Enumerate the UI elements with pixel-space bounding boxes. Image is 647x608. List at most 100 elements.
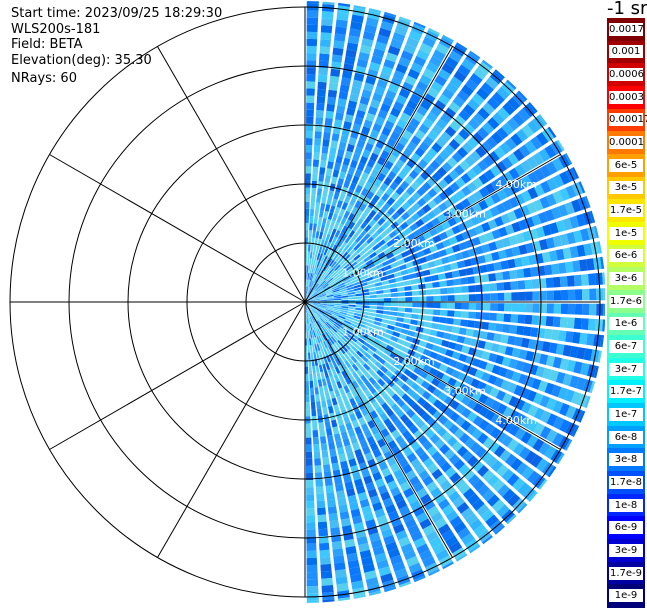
range-gate bbox=[504, 293, 511, 301]
range-gate bbox=[369, 313, 376, 317]
range-gate bbox=[317, 501, 326, 509]
colorbar-tick-label: 1e-7 bbox=[609, 408, 643, 421]
range-gate bbox=[333, 41, 344, 49]
range-gate bbox=[401, 269, 409, 275]
range-gate bbox=[335, 112, 344, 120]
range-gate bbox=[321, 153, 328, 161]
range-gate bbox=[306, 103, 314, 110]
range-gate bbox=[429, 268, 437, 275]
range-gate bbox=[306, 152, 312, 159]
range-gate bbox=[589, 304, 596, 316]
range-gate bbox=[306, 501, 314, 508]
range-gate bbox=[314, 451, 321, 459]
range-gate bbox=[327, 399, 333, 407]
range-gate bbox=[457, 336, 465, 344]
range-gate bbox=[310, 209, 314, 216]
range-gate bbox=[397, 312, 405, 317]
range-gate bbox=[323, 464, 331, 472]
range-gate bbox=[332, 398, 338, 406]
range-gate bbox=[306, 138, 313, 145]
range-gate bbox=[327, 97, 336, 105]
range-gate bbox=[313, 160, 319, 168]
range-gate bbox=[307, 25, 318, 32]
range-gate bbox=[310, 202, 315, 209]
range-gate bbox=[306, 388, 310, 395]
range-gate bbox=[518, 315, 526, 324]
range-gate bbox=[334, 304, 341, 306]
range-gate bbox=[389, 316, 397, 321]
range-gate bbox=[307, 338, 309, 345]
range-gate bbox=[396, 317, 404, 322]
colorbar-tick-label: 6e-5 bbox=[609, 159, 643, 172]
range-gate bbox=[502, 324, 510, 333]
range-gate bbox=[307, 586, 319, 593]
range-gate bbox=[572, 332, 581, 344]
range-gate bbox=[375, 282, 383, 287]
range-gate bbox=[333, 555, 344, 563]
range-gate bbox=[330, 391, 336, 399]
range-gate bbox=[448, 295, 455, 301]
range-gate bbox=[310, 252, 313, 259]
range-gate bbox=[488, 323, 496, 331]
range-gate bbox=[348, 305, 355, 307]
range-gate bbox=[312, 174, 318, 182]
range-gate bbox=[412, 297, 419, 302]
range-gate bbox=[568, 290, 575, 301]
range-gate bbox=[306, 381, 310, 388]
range-gate bbox=[446, 280, 454, 287]
range-gate bbox=[504, 282, 512, 291]
range-gate bbox=[450, 262, 458, 270]
range-gate bbox=[306, 445, 312, 452]
colorbar-tick-label: 3e-6 bbox=[609, 272, 643, 285]
range-gate bbox=[315, 465, 322, 473]
range-gate bbox=[326, 111, 334, 119]
range-gate bbox=[310, 345, 313, 352]
azimuth-spoke bbox=[50, 302, 306, 450]
range-gate bbox=[488, 273, 496, 281]
range-gate bbox=[582, 289, 589, 300]
range-gate bbox=[561, 304, 568, 315]
range-gate bbox=[462, 303, 469, 310]
range-gate bbox=[572, 260, 581, 272]
range-gate bbox=[391, 298, 398, 302]
range-gate bbox=[307, 53, 317, 60]
range-gate bbox=[306, 202, 310, 209]
range-gate bbox=[310, 216, 314, 223]
range-gate bbox=[331, 140, 339, 148]
range-gate bbox=[497, 303, 504, 311]
range-gate bbox=[516, 326, 524, 336]
range-gate bbox=[518, 280, 526, 289]
range-gate bbox=[322, 585, 334, 593]
range-gate bbox=[328, 154, 335, 162]
range-ring-label: 3.00km bbox=[444, 385, 486, 398]
range-gate bbox=[333, 192, 339, 200]
range-gate bbox=[330, 527, 340, 535]
colorbar-unit-label: -1 sr bbox=[607, 0, 647, 19]
range-gate bbox=[511, 292, 518, 301]
range-gate bbox=[311, 245, 314, 252]
range-gate bbox=[310, 381, 314, 388]
range-gate bbox=[313, 223, 317, 230]
range-gate bbox=[426, 303, 433, 308]
range-gate bbox=[306, 508, 315, 515]
range-gate bbox=[311, 188, 316, 195]
range-gate bbox=[356, 299, 363, 301]
range-gate bbox=[329, 76, 339, 84]
range-gate bbox=[432, 282, 440, 288]
range-gate bbox=[370, 302, 377, 305]
range-gate bbox=[349, 300, 356, 302]
range-gate bbox=[307, 579, 318, 586]
range-gate bbox=[395, 277, 403, 283]
range-gate bbox=[423, 270, 431, 277]
range-gate bbox=[368, 316, 376, 320]
range-gate bbox=[325, 421, 331, 429]
range-gate bbox=[326, 485, 334, 493]
range-gate bbox=[334, 433, 341, 441]
range-gate bbox=[439, 317, 447, 324]
range-gate bbox=[308, 345, 310, 352]
range-gate bbox=[532, 279, 540, 289]
range-gate bbox=[317, 89, 326, 97]
colorbar-tick-label: 1.7e-5 bbox=[609, 204, 643, 217]
range-gate bbox=[332, 133, 340, 141]
